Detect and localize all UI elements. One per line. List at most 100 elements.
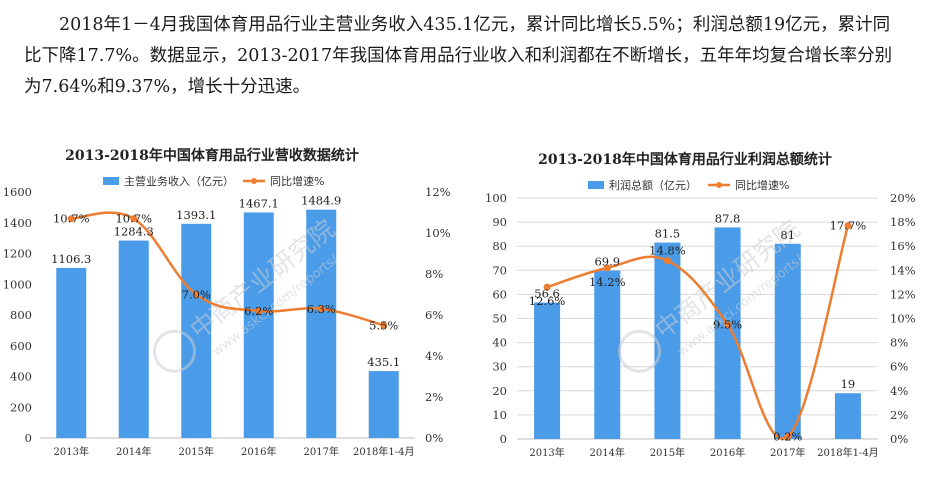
line-point xyxy=(255,307,263,315)
y2-tick-label: 10% xyxy=(425,226,451,240)
y2-tick-label: 12% xyxy=(425,185,451,199)
legend-marker-line xyxy=(251,178,257,184)
legend-swatch-bar xyxy=(103,177,119,185)
legend-marker-line xyxy=(716,182,722,188)
y-tick-label: 90 xyxy=(492,215,507,229)
x-tick-label: 2016年 xyxy=(710,446,745,459)
line-value-label: 17.7% xyxy=(830,219,867,233)
line-value-label: 6.2% xyxy=(244,304,273,318)
y2-tick-label: 8% xyxy=(425,267,443,281)
line-point xyxy=(724,321,732,329)
y-tick-label: 0 xyxy=(25,431,32,445)
x-tick-label: 2015年 xyxy=(179,445,214,458)
intro-paragraph: 2018年1－4月我国体育用品行业主营业务收入435.1亿元，累计同比增长5.5… xyxy=(24,15,893,97)
y-tick-label: 1600 xyxy=(3,185,32,199)
y-tick-label: 80 xyxy=(492,239,507,253)
growth-line xyxy=(71,211,385,327)
chart-title: 2013-2018年中国体育用品行业营收数据统计 xyxy=(65,147,359,164)
x-tick-label: 2014年 xyxy=(590,446,625,459)
y-tick-label: 100 xyxy=(485,191,507,205)
y2-tick-label: 4% xyxy=(425,349,443,363)
bar xyxy=(118,240,149,438)
bar-value-label: 1467.1 xyxy=(239,196,279,210)
y-tick-label: 40 xyxy=(492,336,507,350)
line-point xyxy=(603,264,611,272)
bar-value-label: 1106.3 xyxy=(51,252,91,266)
line-point xyxy=(192,291,200,298)
y-tick-label: 600 xyxy=(10,339,32,353)
bar xyxy=(654,242,681,439)
bar-value-label: 81.5 xyxy=(655,227,681,241)
chart-title: 2013-2018年中国体育用品行业利润总额统计 xyxy=(538,151,832,168)
watermark-logo-icon xyxy=(618,329,662,373)
bar xyxy=(306,209,337,438)
legend-label-line: 同比增速% xyxy=(270,174,324,188)
y2-tick-label: 0% xyxy=(890,432,908,446)
line-point xyxy=(784,433,792,441)
bar-value-label: 1484.9 xyxy=(301,194,341,208)
y-tick-label: 70 xyxy=(492,263,507,277)
x-tick-label: 2013年 xyxy=(529,446,564,459)
y2-tick-label: 18% xyxy=(890,215,916,229)
legend-label-bar: 利润总额（亿元） xyxy=(609,178,697,192)
legend-label-bar: 主营业务收入（亿元） xyxy=(124,174,234,188)
y2-tick-label: 10% xyxy=(890,312,916,326)
y-tick-label: 30 xyxy=(492,360,507,374)
y2-tick-label: 2% xyxy=(890,408,908,422)
bar-value-label: 1284.3 xyxy=(114,225,154,239)
line-value-label: 5.5% xyxy=(369,318,398,332)
bar xyxy=(181,223,212,438)
bar-value-label: 435.1 xyxy=(367,355,400,369)
y-tick-label: 400 xyxy=(10,370,32,384)
bar-value-label: 81 xyxy=(780,228,795,242)
x-tick-label: 2018年1-4月 xyxy=(353,445,415,458)
legend: 主营业务收入（亿元） 同比增速% xyxy=(103,174,324,188)
line-value-label: 14.8% xyxy=(649,244,686,258)
x-tick-label: 2017年 xyxy=(770,446,805,459)
x-tick-label: 2017年 xyxy=(304,445,339,458)
line-value-label: 6.3% xyxy=(307,302,336,316)
y2-tick-label: 12% xyxy=(890,287,916,301)
line-point xyxy=(380,321,388,329)
legend-label-line: 同比增速% xyxy=(735,178,789,192)
bar xyxy=(534,302,561,439)
y-tick-label: 60 xyxy=(492,287,507,301)
x-tick-label: 2018年1-4月 xyxy=(817,446,879,459)
line-value-label: 7.0% xyxy=(182,288,211,302)
y-tick-label: 0 xyxy=(500,432,507,446)
legend: 利润总额（亿元） 同比增速% xyxy=(588,178,789,192)
y-tick-label: 800 xyxy=(10,308,32,322)
watermark-logo-icon xyxy=(153,329,197,373)
y2-tick-label: 14% xyxy=(890,263,916,277)
line-point xyxy=(663,257,671,265)
bar xyxy=(56,267,87,438)
bar xyxy=(834,393,861,439)
x-tick-label: 2014年 xyxy=(116,445,151,458)
y2-tick-label: 6% xyxy=(890,360,908,374)
y2-tick-label: 0% xyxy=(425,431,443,445)
y2-tick-label: 8% xyxy=(890,336,908,350)
bar-value-label: 56.6 xyxy=(534,287,560,301)
y-tick-label: 50 xyxy=(492,312,507,326)
line-value-label: 9.5% xyxy=(713,318,742,332)
y2-tick-label: 20% xyxy=(890,191,916,205)
bar-value-label: 69.9 xyxy=(594,255,620,269)
line-value-label: 10.7% xyxy=(53,212,90,226)
x-tick-label: 2015年 xyxy=(650,446,685,459)
line-point xyxy=(130,215,138,223)
y-tick-label: 1200 xyxy=(3,247,32,261)
y-tick-label: 10 xyxy=(492,408,507,422)
y2-tick-label: 6% xyxy=(425,308,443,322)
line-point xyxy=(67,215,75,223)
bar xyxy=(594,270,621,439)
y2-tick-label: 2% xyxy=(425,390,443,404)
line-value-label: 10.7% xyxy=(115,212,152,226)
bar xyxy=(774,243,801,439)
bar xyxy=(714,227,741,439)
y-tick-label: 1400 xyxy=(3,216,32,230)
bar xyxy=(368,371,399,438)
bar-value-label: 1393.1 xyxy=(176,208,216,222)
bar-value-label: 87.8 xyxy=(715,211,741,225)
legend-swatch-bar xyxy=(588,181,604,189)
